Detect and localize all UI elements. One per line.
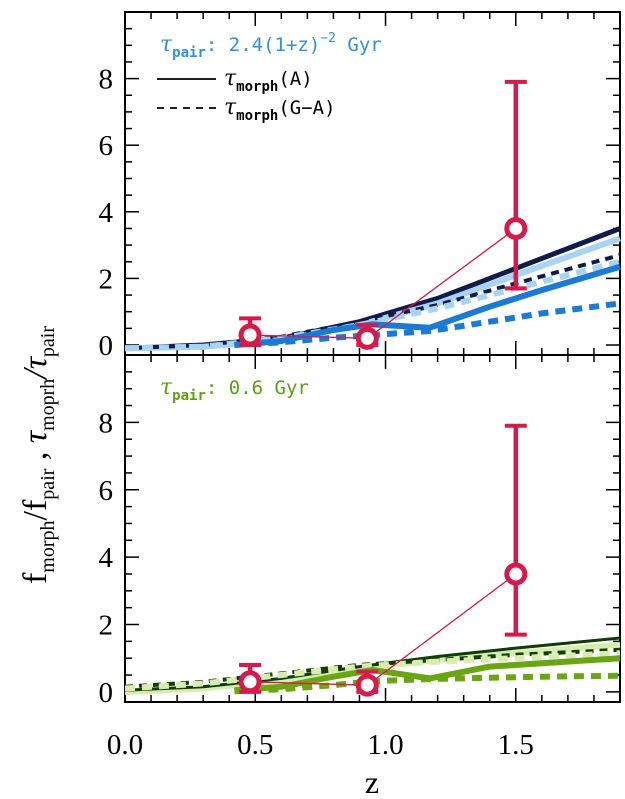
data-point (238, 670, 262, 694)
panel-top: 0 2 4 6 8 τpair: 2.4(1+z)−2 Gyr τmorph(A)τmorp… (99, 11, 621, 362)
data-point (504, 562, 528, 586)
panel-bottom: 0 2 4 6 8 0.0 0.5 1.0 1.5 τpair: 0.6 Gyr (99, 354, 621, 761)
y-tick-label: 4 (99, 542, 114, 574)
chart-panels: 0 2 4 6 8 τpair: 2.4(1+z)−2 Gyr τmorph(A)τmorp… (99, 11, 621, 761)
data-point (504, 216, 528, 240)
x-tick-label: 1.0 (367, 729, 403, 761)
y-label-tau: τ (17, 429, 54, 443)
legend-label: τmorph(G−A) (224, 95, 336, 124)
x-tick-label: 0.0 (107, 729, 143, 761)
y-tick-label: 6 (99, 475, 114, 507)
series-line-dashed (234, 672, 621, 695)
series-line-dashed (124, 647, 621, 689)
y-tick-label: 2 (99, 263, 114, 295)
y-tick-label: 0 (99, 330, 114, 362)
y-label-slash2: /τ (17, 355, 54, 380)
y-label-f-sub: morph (37, 520, 59, 572)
y-tick-label: 2 (99, 610, 114, 642)
y-tick-label: 8 (99, 407, 114, 439)
data-point (355, 326, 379, 350)
y-label-f-sub2: pair (37, 468, 59, 499)
y-tick-label: 4 (99, 197, 114, 229)
y-label-tau-sub2: pair (37, 326, 59, 357)
y-label-tau-sub: moprh (37, 379, 59, 431)
y-label-slash1: /f (17, 499, 54, 520)
y-label-f: f (17, 572, 54, 584)
data-point (355, 673, 379, 697)
series-line-dashed (124, 650, 621, 692)
series-line-dashed (234, 300, 621, 348)
data-point (238, 323, 262, 347)
series-line-solid (234, 655, 621, 694)
x-tick-label: 0.5 (237, 729, 273, 761)
y-tick-label: 0 (99, 677, 114, 709)
panel-annotation: τpair: 2.4(1+z)−2 Gyr (160, 31, 382, 61)
series-line-solid (124, 636, 621, 692)
y-tick-label: 6 (99, 130, 114, 162)
y-tick-label: 8 (99, 64, 114, 96)
panel-frame (124, 354, 621, 703)
x-tick-label: 1.5 (498, 729, 534, 761)
x-axis-label: z (365, 764, 379, 799)
panel-annotation: τpair: 0.6 Gyr (160, 375, 309, 404)
panel-frame (124, 11, 621, 356)
legend-label: τmorph(A) (224, 66, 313, 95)
y-axis-label: fmorph/fpair , τmoprh/τpair (17, 326, 59, 584)
y-label-sep: , (17, 443, 54, 469)
